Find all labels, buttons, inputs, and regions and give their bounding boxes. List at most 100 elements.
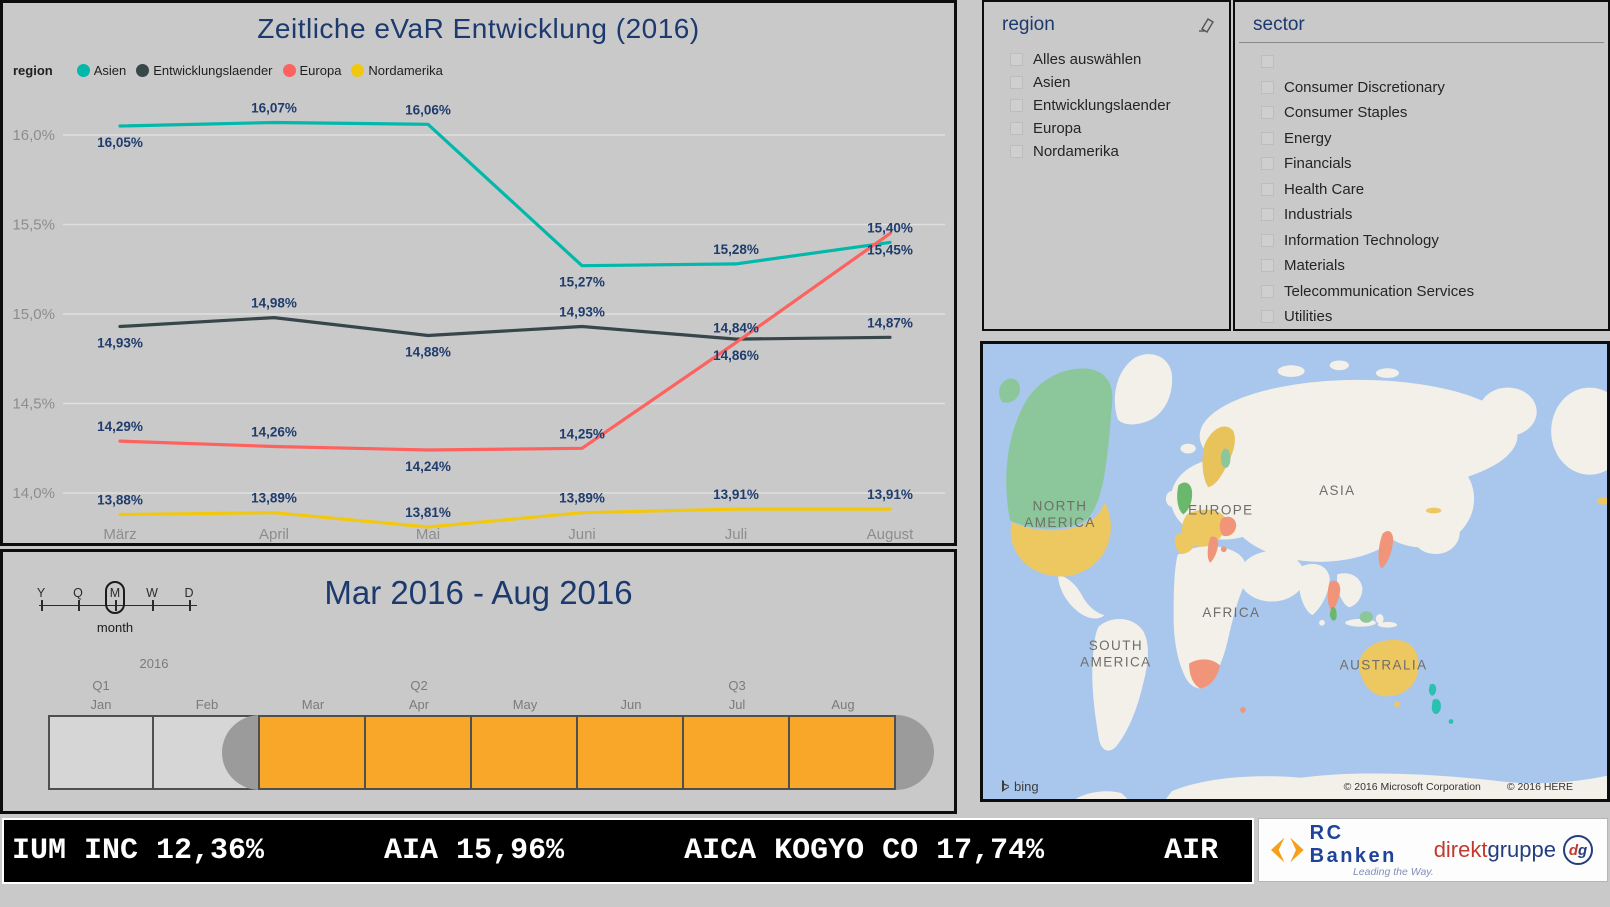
bing-flag-icon — [1002, 780, 1009, 792]
timeline-cell-jun[interactable] — [576, 715, 684, 790]
chart-title: Zeitliche eVaR Entwicklung (2016) — [257, 13, 700, 44]
legend-field-label: region — [13, 63, 53, 78]
granularity-option-q[interactable]: Q — [73, 586, 83, 600]
country-iberia — [1174, 532, 1196, 555]
checkbox-unchecked-icon[interactable] — [1261, 80, 1274, 94]
checkbox-unchecked-icon[interactable] — [1261, 233, 1274, 247]
country-scandinavia — [1202, 426, 1235, 488]
direktgruppe-name-gruppe: gruppe — [1487, 837, 1556, 862]
slicer-item-label[interactable]: Telecommunication Services — [1284, 282, 1475, 300]
slicer-item-label[interactable]: Consumer Staples — [1284, 104, 1408, 122]
data-label-europa: 14,84% — [713, 321, 759, 336]
rc-banken-name: RC Banken — [1309, 822, 1397, 867]
slicer-item-label[interactable]: Nordamerika — [1033, 143, 1119, 160]
data-label-europa: 14,29% — [97, 419, 143, 434]
legend-item-nordamerika[interactable]: Nordamerika — [351, 63, 443, 78]
world-map[interactable]: NORTH AMERICA SOUTH AMERICA EUROPE ASIA AFRICA… — [983, 344, 1607, 799]
rc-banken-logo: RC Banken Leading the Way. — [1271, 822, 1434, 878]
slicer-item-label[interactable]: Energy — [1284, 129, 1332, 147]
checkbox-unchecked-icon[interactable] — [1261, 284, 1274, 298]
checkbox-unchecked-icon[interactable] — [1261, 106, 1274, 120]
legend-item-entwicklungslaender[interactable]: Entwicklungslaender — [136, 63, 273, 78]
slicer-item-consumer-staples[interactable]: Consumer Staples — [1261, 100, 1608, 126]
timeline-month-label-aug: Aug — [831, 697, 855, 712]
checkbox-unchecked-icon[interactable] — [1010, 53, 1023, 66]
timeline-cell-apr[interactable] — [364, 715, 472, 790]
granularity-option-m[interactable]: M — [109, 586, 121, 600]
slicer-item-information-technology[interactable]: Information Technology — [1261, 228, 1608, 254]
granularity-tick — [41, 600, 43, 611]
legend-item-asien[interactable]: Asien — [76, 63, 126, 78]
legend-item-europa[interactable]: Europa — [282, 63, 341, 78]
slicer-item-label[interactable]: Health Care — [1284, 180, 1365, 198]
country-italy — [1207, 536, 1219, 563]
slicer-item-label[interactable]: Entwicklungslaender — [1033, 97, 1171, 114]
checkbox-unchecked-icon[interactable] — [1010, 99, 1023, 112]
legend-dot-icon — [351, 64, 365, 77]
bing-logo[interactable]: bing — [1001, 779, 1039, 794]
slicer-item-nordamerika[interactable]: Nordamerika — [1010, 140, 1229, 163]
timeline-cell-may[interactable] — [470, 715, 578, 790]
sector-slicer: sector Consumer Discretionary Consumer St… — [1233, 0, 1610, 331]
slicer-item-industrials[interactable]: Industrials — [1261, 202, 1608, 228]
data-label-nordamerika: 13,88% — [97, 493, 143, 508]
slicer-item-label[interactable]: Europa — [1033, 120, 1082, 137]
slicer-item-blank[interactable] — [1261, 49, 1608, 75]
slicer-item-financials[interactable]: Financials — [1261, 151, 1608, 177]
slicer-item-consumer-discretionary[interactable]: Consumer Discretionary — [1261, 75, 1608, 101]
y-axis-tick-label: 14,0% — [12, 485, 55, 502]
granularity-selected-ring[interactable] — [105, 581, 125, 614]
line-series-europa[interactable] — [118, 231, 892, 452]
timeline-cell-mar[interactable] — [258, 715, 366, 790]
data-label-entwicklungslaender: 14,98% — [251, 296, 297, 311]
checkbox-unchecked-icon[interactable] — [1261, 55, 1274, 69]
checkbox-unchecked-icon[interactable] — [1261, 310, 1274, 324]
slicer-item-label[interactable]: Utilities — [1284, 308, 1333, 326]
line-series-nordamerika[interactable] — [118, 507, 892, 529]
slicer-item-label[interactable]: Alles auswählen — [1033, 51, 1142, 68]
checkbox-unchecked-icon[interactable] — [1261, 157, 1274, 171]
checkbox-unchecked-icon[interactable] — [1261, 208, 1274, 222]
data-label-asien: 15,27% — [559, 275, 605, 290]
slicer-item-alles-auswählen[interactable]: Alles auswählen — [1010, 48, 1229, 71]
island-teal — [1448, 719, 1454, 724]
granularity-option-y[interactable]: Y — [36, 586, 46, 600]
evar-line-chart-panel[interactable]: 16,0% 15,5% 15,0% 14,5% 14,0% März April Mai Jun… — [0, 0, 957, 546]
slicer-item-utilities[interactable]: Utilities — [1261, 304, 1608, 330]
clear-selections-eraser-icon[interactable] — [1195, 16, 1215, 34]
slicer-item-label[interactable]: Industrials — [1284, 206, 1353, 224]
stock-ticker: IUM INC 12,36% AIA 15,96% AICA KOGYO CO 17… — [2, 818, 1254, 884]
slicer-item-health-care[interactable]: Health Care — [1261, 177, 1608, 203]
granularity-option-w[interactable]: W — [146, 586, 158, 600]
slicer-item-materials[interactable]: Materials — [1261, 253, 1608, 279]
world-map-panel[interactable]: NORTH AMERICA SOUTH AMERICA EUROPE ASIA AFRICA… — [980, 341, 1610, 802]
slicer-item-europa[interactable]: Europa — [1010, 117, 1229, 140]
line-series-asien[interactable] — [118, 120, 892, 268]
line-series-entwicklungslaender[interactable] — [118, 316, 892, 341]
country-uk — [1177, 482, 1193, 515]
slicer-item-telecommunication-services[interactable]: Telecommunication Services — [1261, 279, 1608, 305]
timeline-cell-jul[interactable] — [682, 715, 790, 790]
slicer-item-label[interactable]: Consumer Discretionary — [1284, 78, 1445, 96]
line-chart-plot[interactable]: 16,0% 15,5% 15,0% 14,5% 14,0% März April Mai Jun… — [3, 3, 954, 543]
checkbox-unchecked-icon[interactable] — [1261, 182, 1274, 196]
slicer-item-label[interactable]: Materials — [1284, 257, 1345, 275]
landmasses — [1058, 354, 1607, 799]
timeline-cell-jan[interactable] — [48, 715, 156, 790]
granularity-option-d[interactable]: D — [184, 586, 194, 600]
slicer-item-energy[interactable]: Energy — [1261, 126, 1608, 152]
checkbox-unchecked-icon[interactable] — [1010, 145, 1023, 158]
slicer-item-entwicklungslaender[interactable]: Entwicklungslaender — [1010, 94, 1229, 117]
slicer-item-label[interactable]: Asien — [1033, 74, 1071, 91]
checkbox-unchecked-icon[interactable] — [1010, 76, 1023, 89]
slicer-item-label[interactable]: Financials — [1284, 155, 1352, 173]
checkbox-unchecked-icon[interactable] — [1261, 131, 1274, 145]
checkbox-unchecked-icon[interactable] — [1261, 259, 1274, 273]
slicer-item-asien[interactable]: Asien — [1010, 71, 1229, 94]
slicer-item-label[interactable]: Information Technology — [1284, 231, 1439, 249]
data-label-entwicklungslaender: 14,86% — [713, 348, 759, 363]
timeline-cell-aug[interactable] — [788, 715, 896, 790]
checkbox-unchecked-icon[interactable] — [1010, 122, 1023, 135]
country-new-zealand-south — [1431, 699, 1441, 715]
